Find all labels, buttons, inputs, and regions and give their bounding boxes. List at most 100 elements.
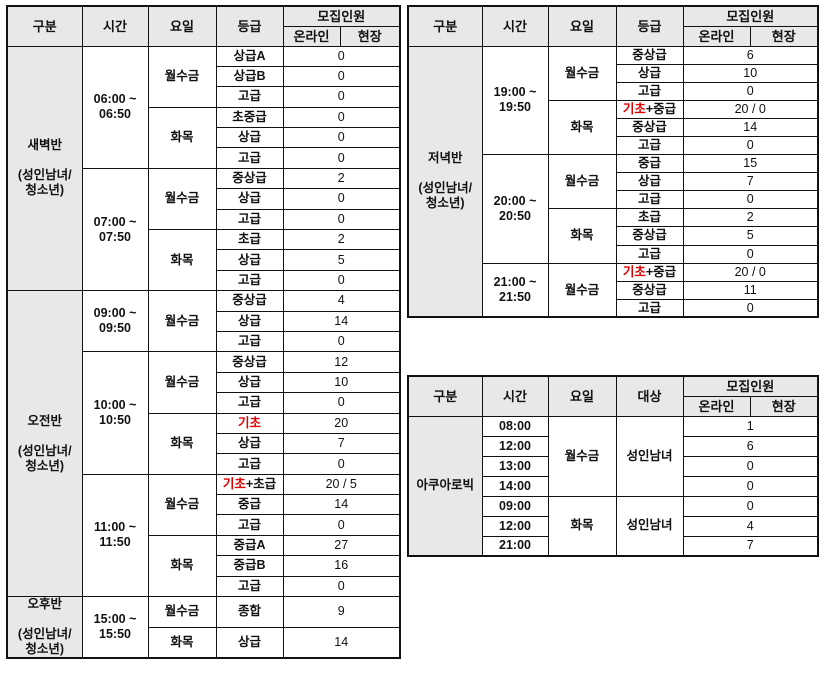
recruit-count: 9 bbox=[282, 596, 401, 628]
table-row: 화목 상급 14 bbox=[7, 626, 401, 659]
grade-cell: 중상급 bbox=[615, 280, 684, 300]
grade-cell: 기초 bbox=[215, 412, 284, 434]
header-online: 온라인 bbox=[282, 25, 341, 47]
recruit-count: 0 bbox=[682, 135, 819, 156]
table-row: 고급 0 bbox=[7, 330, 401, 353]
recruit-count: 0 bbox=[282, 330, 401, 353]
grade-label: +중급 bbox=[645, 264, 677, 279]
header-category: 구분 bbox=[407, 375, 483, 417]
recruit-count: 7 bbox=[682, 535, 819, 557]
schedule-table-evening: 구분 시간 요일 등급 모집인원 온라인 현장 저녁반 (성인남녀/ 청소년) 19:00 ~ 1… bbox=[407, 5, 819, 319]
time-cell: 09:00 ~ 09:50 bbox=[81, 290, 149, 353]
grade-cell: 상급 bbox=[215, 310, 284, 332]
table-row: 14:00 0 bbox=[408, 475, 819, 497]
recruit-count: 6 bbox=[682, 435, 819, 457]
recruit-count: 14 bbox=[282, 494, 401, 516]
recruit-count: 2 bbox=[682, 208, 819, 228]
section-target: (성인남녀/ 청소년) bbox=[17, 443, 72, 473]
table-row: 화목 기초 20 bbox=[7, 412, 401, 475]
grade-cell: 상급 bbox=[215, 249, 284, 271]
recruit-count: 0 bbox=[282, 127, 401, 149]
recruit-count: 0 bbox=[282, 392, 401, 414]
day-cell: 월수금 bbox=[147, 473, 217, 536]
grade-cell: 초중급 bbox=[215, 106, 284, 129]
grade-cell: 중상급 bbox=[615, 226, 684, 246]
header-grade: 등급 bbox=[215, 5, 284, 47]
recruit-count: 0 bbox=[282, 188, 401, 210]
grade-label: 상급 bbox=[637, 65, 661, 80]
header-row: 구분 시간 요일 등급 모집인원 bbox=[407, 5, 819, 47]
time-cell: 08:00 bbox=[481, 415, 549, 437]
recruit-count: 11 bbox=[682, 280, 819, 300]
grade-cell: 고급 bbox=[215, 330, 284, 353]
header-recruit: 모집인원 bbox=[682, 375, 819, 397]
grade-cell: 기초+중급 bbox=[615, 262, 684, 282]
recruit-count: 0 bbox=[682, 495, 819, 517]
time-cell: 20:00 ~ 20:50 bbox=[481, 154, 549, 264]
section-name: 오후반 bbox=[27, 597, 62, 612]
grade-label: 고급 bbox=[637, 300, 661, 315]
grade-cell: 중상급 bbox=[215, 167, 284, 190]
grade-label: 상급 bbox=[237, 313, 261, 328]
day-cell: 화목 bbox=[547, 208, 617, 264]
table-row: 20:00 ~ 20:50 월수금 중급 15 bbox=[408, 154, 819, 264]
time-cell: 11:00 ~ 11:50 bbox=[81, 473, 149, 598]
grade-label: 종합 bbox=[237, 604, 261, 619]
header-category: 구분 bbox=[6, 5, 83, 47]
grade-label: 중급A bbox=[233, 538, 266, 553]
grade-label: 고급 bbox=[237, 211, 261, 226]
grade-cell: 상급B bbox=[215, 65, 284, 88]
recruit-count: 14 bbox=[282, 310, 401, 332]
section-cell: 저녁반 (성인남녀/ 청소년) bbox=[407, 45, 483, 318]
table-row: 21:00 7 bbox=[408, 535, 819, 557]
section-cell: 오전반 (성인남녀/ 청소년) bbox=[6, 290, 83, 598]
grade-label: 중상급 bbox=[232, 354, 267, 369]
grade-label: 고급 bbox=[237, 150, 261, 165]
recruit-count: 5 bbox=[282, 249, 401, 271]
time-cell: 07:00 ~ 07:50 bbox=[81, 167, 149, 292]
grade-cell: 고급 bbox=[215, 514, 284, 536]
section-target: (성인남녀/ 청소년) bbox=[418, 181, 473, 211]
table-row: 아쿠아로빅 08:00 월수금 성인남녀 1 bbox=[407, 415, 819, 557]
grade-label: 상급 bbox=[237, 374, 261, 389]
grade-cell: 고급 bbox=[215, 147, 284, 169]
grade-label: 중급 bbox=[237, 497, 261, 512]
time-cell: 21:00 bbox=[481, 535, 549, 557]
header-time: 시간 bbox=[81, 5, 149, 47]
day-cell: 월수금 bbox=[547, 154, 617, 210]
recruit-count: 20 / 0 bbox=[682, 99, 819, 119]
recruit-count: 0 bbox=[682, 244, 819, 264]
table-row: 고급 0 bbox=[7, 575, 401, 598]
grade-label: 상급 bbox=[237, 252, 261, 267]
header-day: 요일 bbox=[147, 5, 217, 47]
section-cell: 새벽반 (성인남녀/ 청소년) bbox=[6, 45, 83, 292]
grade-cell: 중급 bbox=[615, 154, 684, 174]
grade-label: 초급 bbox=[637, 210, 661, 225]
grade-label: +중급 bbox=[645, 101, 677, 116]
time-cell: 12:00 bbox=[481, 435, 549, 457]
table-row: 오후반 (성인남녀/ 청소년) 15:00 ~ 15:50 월수금 종합 9 bbox=[6, 596, 401, 659]
day-cell: 월수금 bbox=[147, 45, 217, 108]
header-row: 온라인 현장 bbox=[7, 25, 401, 47]
day-cell: 화목 bbox=[147, 412, 217, 475]
grade-label: 상급 bbox=[237, 130, 261, 145]
grade-cell: 중급 bbox=[215, 494, 284, 516]
table-row: 상급 0 bbox=[7, 127, 401, 149]
grade-cell: 상급 bbox=[615, 63, 684, 83]
table-row: 새벽반 (성인남녀/ 청소년) 06:00 ~ 06:50 월수금 상급A 0 bbox=[6, 45, 401, 292]
header-time: 시간 bbox=[481, 375, 549, 417]
table-row: 화목 초급 2 bbox=[408, 208, 819, 264]
grade-cell: 상급 bbox=[215, 127, 284, 149]
table-row: 중상급 14 bbox=[408, 117, 819, 137]
recruit-count: 0 bbox=[282, 514, 401, 536]
grade-label: 상급 bbox=[237, 191, 261, 206]
recruit-count: 0 bbox=[282, 575, 401, 598]
recruit-count: 10 bbox=[682, 63, 819, 83]
table-row: 화목 초중급 0 bbox=[7, 106, 401, 169]
time-cell: 14:00 bbox=[481, 475, 549, 497]
day-cell: 화목 bbox=[147, 229, 217, 292]
grade-highlight: 기초 bbox=[622, 101, 646, 116]
grade-label: 중상급 bbox=[632, 282, 667, 297]
table-row: 고급 0 bbox=[7, 208, 401, 231]
grade-cell: 상급 bbox=[215, 371, 284, 394]
